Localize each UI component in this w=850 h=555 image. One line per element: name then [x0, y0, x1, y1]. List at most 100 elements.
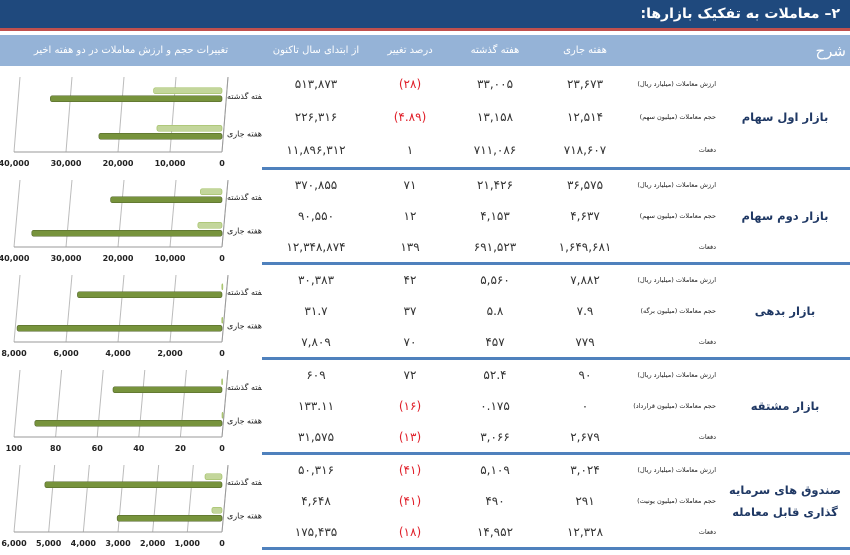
tick-label: 3,000 — [105, 539, 131, 548]
tick-label: 10,000 — [155, 159, 186, 168]
bar-chart: 100 80 60 40 20 0 هفته گذشته هفته جاری — [0, 360, 266, 455]
metric-label: حجم معاملات (میلیون یونیت) — [637, 496, 716, 505]
tick-label: 10,000 — [155, 254, 186, 263]
ytd-value: ۱۷۵,۴۳۵ — [294, 524, 338, 539]
bar-chart: 40,000 30,000 20,000 10,000 0 هفته گذشته هفته … — [0, 170, 266, 265]
bar-volume — [153, 87, 223, 95]
table-row: دفعات ۷۱۸,۶۰۷ ۷۱۱,۰۸۶ ۱ ۱۱,۸۹۶,۳۱۲ — [262, 143, 720, 157]
tick-label: 30,000 — [51, 254, 82, 263]
category-label: هفته جاری — [227, 511, 262, 520]
bar-chart: 6,000 5,000 4,000 3,000 2,000 1,000 0 هفته گذشت… — [0, 455, 266, 550]
current-week-value: ۲۳,۶۷۳ — [566, 76, 604, 91]
gridline — [117, 464, 125, 533]
ytd-value: ۹۰,۵۵۰ — [297, 208, 335, 223]
gridline — [48, 464, 56, 533]
table-row: ارزش معاملات (میلیارد ریال) ۳,۰۲۴ ۵,۱۰۹ … — [262, 463, 720, 477]
gridline — [96, 369, 104, 438]
tick-label: 2,000 — [140, 539, 166, 548]
bar-volume — [221, 411, 224, 419]
last-week-value: ۵۲.۴ — [483, 368, 507, 383]
metric-label: ارزش معاملات (میلیارد ریال) — [637, 371, 716, 380]
table-row: حجم معاملات (میلیون سهم) ۴,۶۳۷ ۴,۱۵۳ ۱۲ … — [262, 209, 720, 223]
pct-change-value: ۱۳۹ — [400, 239, 420, 254]
page-title: ۲– معاملات به تفکیک بازارها: — [0, 0, 850, 31]
tick-label: 0 — [219, 349, 225, 358]
metric-label: ارزش معاملات (میلیارد ریال) — [637, 276, 716, 285]
pct-change-value: (۱۸) — [398, 524, 422, 539]
table-header: شرح هفته جاری هفته گذشته درصد تغییر از ا… — [0, 35, 850, 66]
current-week-value: ۷,۸۸۲ — [570, 273, 600, 288]
bar-value — [34, 419, 223, 427]
last-week-value: ۱۳,۱۵۸ — [476, 109, 514, 124]
bar-value — [77, 291, 223, 299]
metric-label: ارزش معاملات (میلیارد ریال) — [637, 466, 716, 475]
category-label: هفته گذشته — [227, 382, 262, 392]
ytd-value: ۱۱,۸۹۶,۳۱۲ — [286, 143, 346, 158]
category-label: هفته جاری — [227, 226, 262, 235]
pct-change-value: ۱۲ — [403, 208, 417, 223]
bar-value — [116, 514, 223, 522]
bar-volume — [221, 283, 224, 291]
pct-change-value: ۴۲ — [403, 273, 417, 288]
market-section: بازار مشتقه ارزش معاملات (میلیارد ریال) … — [0, 360, 850, 455]
header-chart: تغییرات حجم و ارزش معاملات در دو هفته اخ… — [33, 45, 229, 56]
gridline — [152, 464, 160, 533]
market-table-block: صندوق های سرمایه گذاری قابل معامله ارزش … — [262, 455, 850, 550]
metric-label: حجم معاملات (میلیون سهم) — [639, 112, 716, 121]
table-row: حجم معاملات (میلیون قرارداد) ۰ ۰.۱۷۵ (۱۶… — [262, 399, 720, 413]
bar-volume — [156, 124, 223, 132]
last-week-value: ۴,۱۵۳ — [480, 208, 510, 223]
tick-label: 40,000 — [0, 254, 30, 263]
header-current-week: هفته جاری — [563, 45, 607, 56]
metric-label: ارزش معاملات (میلیارد ریال) — [637, 181, 716, 190]
last-week-value: ۳۳,۰۰۵ — [476, 76, 514, 91]
table-row: دفعات ۱,۶۴۹,۶۸۱ ۶۹۱,۵۲۳ ۱۳۹ ۱۲,۳۴۸,۸۷۴ — [262, 240, 720, 254]
category-label: هفته گذشته — [227, 477, 262, 487]
tick-label: 0 — [219, 159, 225, 168]
y-axis — [221, 274, 229, 343]
gridline — [117, 179, 125, 248]
pct-change-value: (۴۱) — [398, 463, 422, 478]
bar-volume — [221, 316, 224, 324]
bar-value — [110, 196, 223, 204]
table-row: حجم معاملات (میلیون سهم) ۱۲,۵۱۴ ۱۳,۱۵۸ (… — [262, 110, 720, 124]
market-section: بازار بدهی ارزش معاملات (میلیارد ریال) ۷… — [0, 265, 850, 360]
y-axis — [221, 369, 229, 438]
pct-change-value: (۴.۸۹) — [393, 109, 427, 124]
table-row: حجم معاملات (میلیون برگه) ۷.۹ ۵.۸ ۳۷ ۳۱.… — [262, 304, 720, 318]
tick-label: 0 — [219, 254, 225, 263]
current-week-value: ۱,۶۴۹,۶۸۱ — [558, 239, 612, 254]
current-week-value: ۱۲,۳۲۸ — [566, 524, 604, 539]
bar-volume — [200, 188, 223, 196]
pct-change-value: (۴۱) — [398, 493, 422, 508]
bar-chart: 8,000 6,000 4,000 2,000 0 هفته گذشته هفته جاری — [0, 265, 266, 360]
tick-label: 20,000 — [103, 254, 134, 263]
current-week-value: ۷۷۹ — [575, 334, 595, 349]
market-label: بازار مشتقه — [750, 399, 820, 413]
last-week-value: ۴۵۷ — [485, 334, 505, 349]
bar-volume — [221, 378, 223, 386]
market-label: بازار اول سهام — [741, 110, 829, 124]
gridline — [13, 369, 21, 438]
y-axis — [221, 179, 229, 248]
last-week-value: ۰.۱۷۵ — [480, 398, 510, 413]
gridline — [82, 464, 90, 533]
gridline — [117, 76, 125, 153]
pct-change-value: ۷۰ — [403, 334, 417, 349]
tick-label: 0 — [219, 444, 225, 453]
market-label: صندوق های سرمایه گذاری قابل معامله — [729, 483, 841, 519]
ytd-value: ۳۷۰,۸۵۵ — [294, 178, 338, 193]
gridline — [13, 464, 21, 533]
table-row: حجم معاملات (میلیون یونیت) ۲۹۱ ۴۹۰ (۴۱) … — [262, 494, 720, 508]
market-table-block: بازار بدهی ارزش معاملات (میلیارد ریال) ۷… — [262, 265, 850, 360]
current-week-value: ۱۲,۵۱۴ — [566, 109, 604, 124]
market-table-block: بازار مشتقه ارزش معاملات (میلیارد ریال) … — [262, 360, 850, 455]
tick-label: 0 — [219, 539, 225, 548]
chart-svg: 8,000 6,000 4,000 2,000 0 هفته گذشته هفته جاری — [1, 274, 266, 358]
header-desc: شرح — [815, 41, 846, 60]
pct-change-value: (۲۸) — [398, 76, 422, 91]
pct-change-value: ۳۷ — [403, 303, 417, 318]
metric-label: دفعات — [698, 242, 716, 251]
tick-label: 2,000 — [157, 349, 183, 358]
y-axis — [221, 76, 229, 153]
